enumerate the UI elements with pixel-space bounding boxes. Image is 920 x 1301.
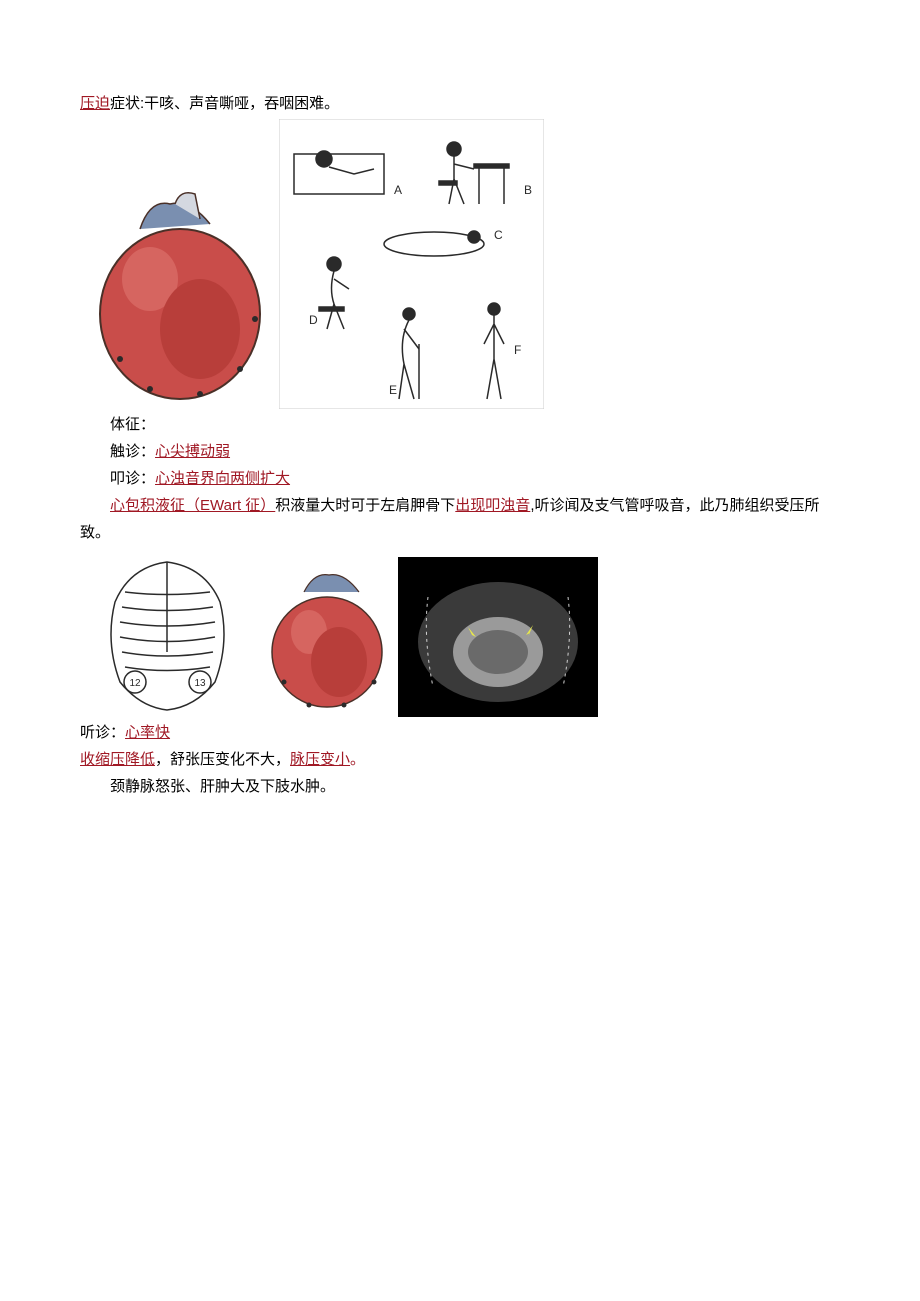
- bp-end: 。: [350, 751, 365, 768]
- compression-label: 压迫: [80, 95, 110, 112]
- ribcage-diagram-image: 12 13: [80, 552, 255, 717]
- image-row-1: A B C D E: [80, 119, 840, 409]
- auscultation-label: 听诊：: [80, 724, 125, 741]
- ewart-lead: 心包积液征（EWart 征）: [110, 497, 275, 514]
- percussion-value: 心浊音界向两侧扩大: [155, 470, 290, 487]
- ewart-mid-red: 出现叩浊音: [455, 497, 530, 514]
- posture-label-a: A: [394, 183, 402, 197]
- palpation-value: 心尖搏动弱: [155, 443, 230, 460]
- ewart-mid-black: 积液量大时可于左肩胛骨下: [275, 497, 455, 514]
- signs-heading: 体征：: [80, 411, 840, 438]
- compression-text: 症状:干咳、声音嘶哑，吞咽困难。: [110, 95, 339, 112]
- palpation-line: 触诊：心尖搏动弱: [80, 438, 840, 465]
- ewart-line: 心包积液征（EWart 征）积液量大时可于左肩胛骨下出现叩浊音,听诊闻及支气管呼…: [80, 492, 840, 546]
- heart-anatomy-image: [80, 179, 275, 409]
- posture-label-c: C: [494, 228, 503, 242]
- postures-image: A B C D E: [279, 119, 544, 409]
- percussion-label: 叩诊：: [110, 470, 155, 487]
- posture-label-e: E: [389, 383, 397, 397]
- rib-num-12: 12: [129, 678, 141, 689]
- posture-label-b: B: [524, 183, 532, 197]
- bp-mid: ，舒张压变化不大，: [155, 751, 290, 768]
- compression-symptoms-line: 压迫症状:干咳、声音嘶哑，吞咽困难。: [80, 90, 840, 117]
- ct-scan-image: [398, 557, 598, 717]
- posture-label-f: F: [514, 343, 521, 357]
- rib-num-13: 13: [194, 678, 206, 689]
- bp-pulse: 脉压变小: [290, 751, 350, 768]
- percussion-line: 叩诊：心浊音界向两侧扩大: [80, 465, 840, 492]
- vein-line: 颈静脉怒张、肝肿大及下肢水肿。: [80, 773, 840, 800]
- auscultation-line: 听诊：心率快: [80, 719, 840, 746]
- bp-line: 收缩压降低，舒张压变化不大，脉压变小。: [80, 746, 840, 773]
- palpation-label: 触诊：: [110, 443, 155, 460]
- posture-label-d: D: [309, 313, 318, 327]
- bp-systolic: 收缩压降低: [80, 751, 155, 768]
- auscultation-value: 心率快: [125, 724, 170, 741]
- image-row-2: 12 13: [80, 552, 840, 717]
- heart-anatomy-2-image: [259, 557, 394, 717]
